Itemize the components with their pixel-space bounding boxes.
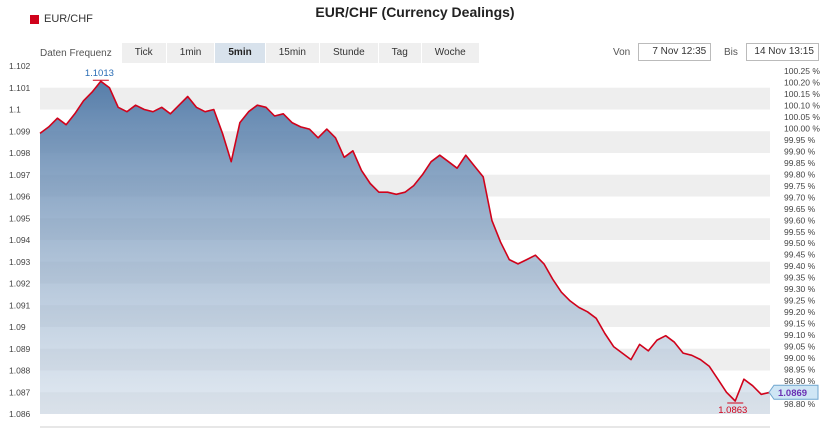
frequency-button-1min[interactable]: 1min <box>166 43 215 63</box>
y-right-tick-label: 100.00 % <box>784 123 820 133</box>
frequency-button-woche[interactable]: Woche <box>421 43 479 63</box>
y-right-tick-label: 99.85 % <box>784 158 816 168</box>
y-right-tick-label: 99.55 % <box>784 227 816 237</box>
y-right-tick-label: 99.15 % <box>784 319 816 329</box>
legend-label: EUR/CHF <box>44 13 93 25</box>
y-left-tick-label: 1.093 <box>9 257 31 267</box>
grid-band <box>40 109 770 132</box>
y-left-tick-label: 1.091 <box>9 300 31 310</box>
range-from-input[interactable]: 7 Nov 12:35 <box>638 43 712 61</box>
y-right-tick-label: 99.20 % <box>784 307 816 317</box>
y-left-tick-label: 1.094 <box>9 235 31 245</box>
y-right-tick-label: 99.70 % <box>784 192 816 202</box>
y-left-tick-label: 1.088 <box>9 366 31 376</box>
annotation-high: 1.1013 <box>85 68 114 79</box>
frequency-button-tick[interactable]: Tick <box>121 43 166 63</box>
y-right-tick-label: 100.20 % <box>784 77 820 87</box>
y-right-tick-label: 100.10 % <box>784 100 820 110</box>
y-left-tick-label: 1.099 <box>9 126 31 136</box>
y-right-tick-label: 100.25 % <box>784 66 820 76</box>
y-right-tick-label: 98.90 % <box>784 376 816 386</box>
y-right-tick-label: 99.00 % <box>784 353 816 363</box>
y-left-tick-label: 1.089 <box>9 344 31 354</box>
grid-band <box>40 66 770 88</box>
y-right-tick-label: 99.60 % <box>784 215 816 225</box>
svg-text:1.0869: 1.0869 <box>778 388 807 399</box>
legend-swatch <box>30 14 39 24</box>
y-left-tick-label: 1.092 <box>9 279 31 289</box>
y-left-tick-label: 1.098 <box>9 148 31 158</box>
frequency-toolbar: Daten Frequenz Tick 1min 5min 15min Stun… <box>40 43 480 63</box>
y-right-tick-label: 99.45 % <box>784 250 816 260</box>
y-right-tick-label: 99.40 % <box>784 261 816 271</box>
frequency-button-5min[interactable]: 5min <box>215 43 265 63</box>
y-right-tick-label: 99.50 % <box>784 238 816 248</box>
y-right-tick-label: 99.10 % <box>784 330 816 340</box>
series-area <box>40 81 770 414</box>
y-right-tick-label: 99.80 % <box>784 169 816 179</box>
range-to: Bis 14 Nov 13:15 <box>724 43 819 61</box>
y-right-tick-label: 99.30 % <box>784 284 816 294</box>
y-left-tick-label: 1.102 <box>9 61 31 71</box>
range-to-label: Bis <box>724 46 738 58</box>
grid-band <box>40 87 770 110</box>
range-from: Von 7 Nov 12:35 <box>613 43 712 61</box>
frequency-button-tag[interactable]: Tag <box>378 43 421 63</box>
y-right-tick-label: 98.95 % <box>784 365 816 375</box>
y-right-tick-label: 99.25 % <box>784 296 816 306</box>
y-left-tick-label: 1.097 <box>9 170 31 180</box>
chart-legend[interactable]: EUR/CHF <box>30 13 93 25</box>
y-left-tick-label: 1.086 <box>9 409 31 419</box>
y-right-tick-label: 99.35 % <box>784 273 816 283</box>
y-right-tick-label: 99.75 % <box>784 181 816 191</box>
y-right-tick-label: 100.05 % <box>784 112 820 122</box>
y-left-tick-label: 1.09 <box>9 322 26 332</box>
y-right-tick-label: 99.05 % <box>784 342 816 352</box>
frequency-button-15min[interactable]: 15min <box>265 43 319 63</box>
y-left-tick-label: 1.096 <box>9 192 31 202</box>
y-left-tick-label: 1.095 <box>9 213 31 223</box>
series-line <box>39 80 771 402</box>
y-left-tick-label: 1.1 <box>9 105 21 115</box>
y-right-tick-label: 100.15 % <box>784 89 820 99</box>
y-left-tick-label: 1.101 <box>9 83 31 93</box>
annotation-low: 1.0863 <box>718 405 747 416</box>
frequency-label: Daten Frequenz <box>40 47 112 59</box>
y-right-tick-label: 99.95 % <box>784 135 816 145</box>
chart-title: EUR/CHF (Currency Dealings) <box>315 4 515 20</box>
range-from-label: Von <box>613 46 631 58</box>
y-right-tick-label: 99.65 % <box>784 204 816 214</box>
y-left-tick-label: 1.087 <box>9 387 31 397</box>
last-value-label: 1.0869 <box>768 384 819 400</box>
y-right-tick-label: 98.80 % <box>784 399 816 409</box>
frequency-button-stunde[interactable]: Stunde <box>319 43 378 63</box>
range-to-input[interactable]: 14 Nov 13:15 <box>745 43 819 61</box>
y-right-tick-label: 99.90 % <box>784 146 816 156</box>
